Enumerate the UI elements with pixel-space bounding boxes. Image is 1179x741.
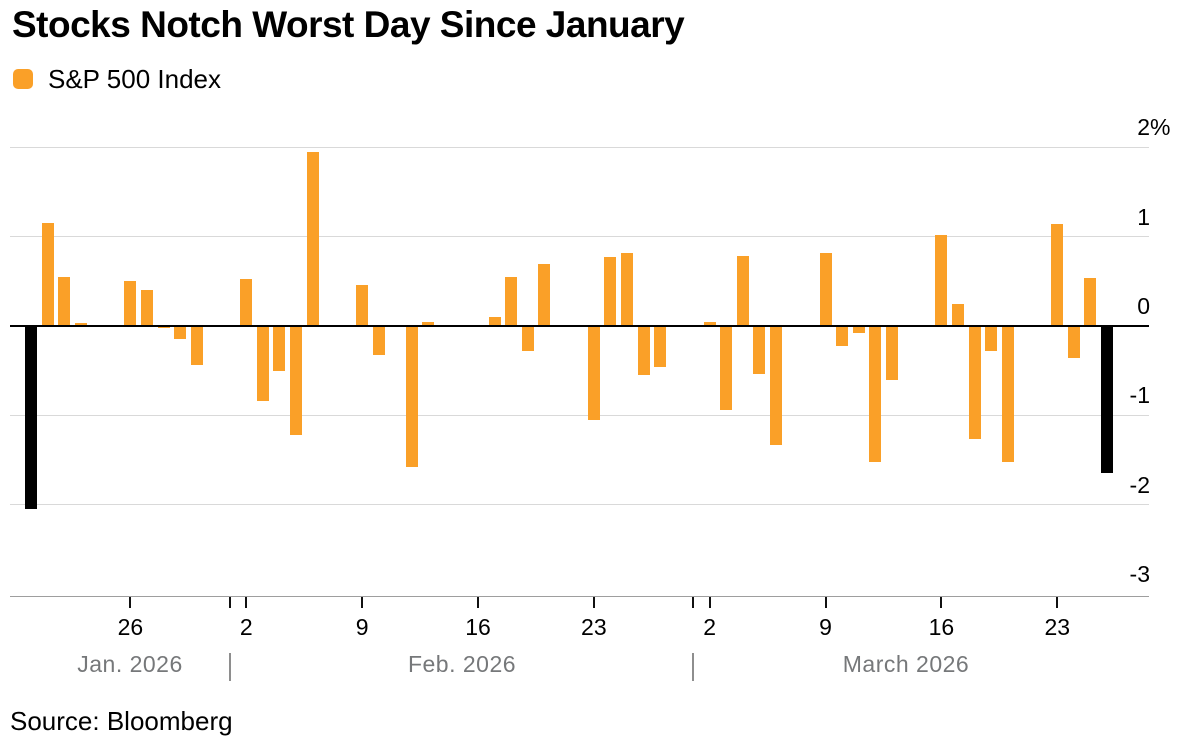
month-label: Jan. 2026 (77, 651, 183, 677)
bar-2026-03-04 (736, 256, 749, 326)
month-label: Feb. 2026 (407, 651, 517, 677)
y-axis-label: -2 (1129, 471, 1150, 498)
bar-2026-03-24 (1067, 326, 1080, 359)
x-tick (361, 597, 364, 608)
bar-2026-02-02 (240, 278, 253, 326)
bar-2026-02-27 (654, 326, 667, 368)
bar-2026-03-10 (836, 326, 849, 346)
day-label: 23 (581, 614, 607, 640)
bar-2026-02-13 (422, 321, 435, 326)
bar-2026-01-23 (74, 323, 87, 326)
month-label: March 2026 (842, 651, 970, 677)
bar-2026-01-20 (25, 326, 38, 510)
y-axis-label: 2% (1137, 114, 1171, 141)
y-axis-label: 0 (1137, 293, 1150, 319)
legend-label: S&P 500 Index (48, 63, 221, 94)
bar-2026-03-20 (1001, 326, 1014, 462)
bar-2026-02-05 (289, 326, 302, 435)
bar-2026-03-05 (753, 326, 766, 375)
y-axis-label: 1 (1137, 203, 1150, 230)
x-tick (708, 597, 711, 608)
x-tick (228, 597, 231, 608)
bar-2026-03-02 (703, 322, 716, 326)
day-label: 23 (1044, 614, 1071, 640)
day-label: 16 (928, 614, 955, 640)
bar-2026-01-27 (141, 290, 153, 326)
bar-2026-03-17 (951, 303, 964, 326)
day-label: 9 (355, 614, 369, 640)
bar-2026-02-20 (538, 264, 551, 326)
bar-2026-03-09 (819, 252, 832, 326)
bar-2026-02-25 (620, 252, 633, 326)
x-tick (692, 597, 695, 608)
percent-suffix: % (1150, 114, 1171, 141)
bar-2026-02-09 (356, 284, 369, 326)
x-tick (824, 597, 827, 608)
bar-2026-03-06 (769, 326, 782, 445)
day-label: 26 (117, 614, 144, 640)
bar-2026-02-04 (273, 326, 286, 371)
bar-2026-03-13 (885, 326, 898, 381)
bar-2026-01-21 (41, 223, 54, 326)
x-tick (592, 597, 595, 608)
y-axis-label: -1 (1129, 382, 1150, 409)
bar-2026-02-12 (405, 326, 418, 468)
x-tick (1056, 597, 1059, 608)
zero-line (10, 325, 1149, 327)
bar-2026-02-06 (306, 151, 319, 326)
bar-2026-02-24 (604, 257, 617, 326)
bar-2026-01-30 (190, 326, 203, 366)
day-label: 2 (703, 614, 717, 640)
month-divider (228, 653, 231, 681)
bar-2026-02-17 (488, 317, 501, 326)
gridline (10, 146, 1149, 149)
gridline (10, 235, 1149, 238)
series-swatch-icon (13, 69, 33, 89)
bar-2026-01-26 (124, 281, 137, 326)
day-label: 2 (239, 614, 253, 640)
x-tick (940, 597, 943, 608)
bar-2026-03-26 (1100, 326, 1113, 474)
x-tick (477, 597, 479, 608)
source-label: Source: Bloomberg (10, 706, 233, 736)
bar-2026-02-23 (587, 326, 600, 420)
bar-2026-02-18 (505, 276, 518, 326)
bar-2026-02-19 (521, 326, 534, 351)
bar-2026-03-23 (1051, 224, 1064, 326)
day-label: 9 (819, 614, 832, 640)
bar-2026-03-11 (852, 326, 865, 334)
bar-2026-03-25 (1084, 277, 1097, 326)
month-divider (692, 653, 695, 681)
day-label: 16 (465, 614, 491, 640)
gridline (10, 503, 1149, 506)
bar-2026-03-03 (720, 326, 733, 410)
bar-2026-02-03 (256, 326, 269, 401)
x-axis-line (10, 595, 1149, 597)
x-tick (245, 597, 248, 608)
bar-2026-01-29 (174, 326, 187, 339)
bar-2026-03-19 (985, 326, 998, 351)
gridline (10, 414, 1149, 417)
legend: S&P 500 Index (13, 63, 221, 94)
bar-2026-03-16 (935, 234, 948, 326)
bar-2026-02-10 (372, 326, 385, 356)
bar-2026-03-12 (869, 326, 882, 462)
bar-2026-02-26 (637, 326, 650, 376)
chart-title: Stocks Notch Worst Day Since January (12, 4, 685, 45)
bar-2026-03-18 (968, 326, 981, 440)
y-axis-label: -3 (1129, 560, 1150, 587)
bar-2026-01-22 (58, 276, 71, 326)
x-tick (129, 597, 132, 608)
